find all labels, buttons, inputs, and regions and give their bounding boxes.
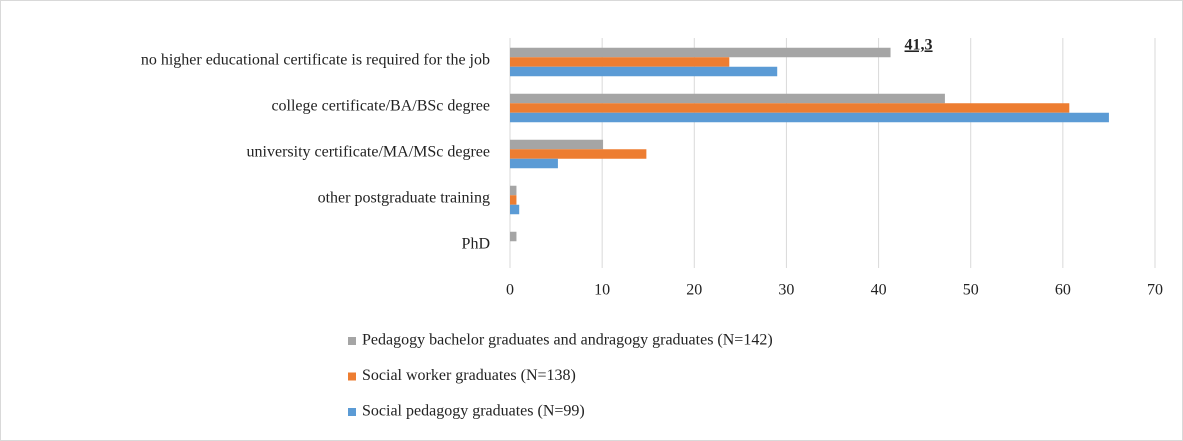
x-tick-label: 70 [1147,282,1163,299]
y-tick-label: PhD [462,236,490,253]
x-tick-label: 10 [594,282,610,299]
x-tick-label: 30 [778,282,794,299]
x-tick-label: 0 [506,282,514,299]
legend-swatch [348,408,356,416]
x-tick-label: 60 [1055,282,1071,299]
bar [510,149,647,159]
bar [510,204,520,215]
legend-label: Pedagogy bachelor graduates and andragog… [362,332,773,349]
legend-swatch [348,372,356,381]
y-tick-label: college certificate/BA/BSc degree [271,98,490,115]
y-tick-label: no higher educational certificate is req… [141,52,490,69]
legend-swatch [348,337,356,345]
bar [510,47,891,58]
legend-label: Social pedagogy graduates (N=99) [362,403,585,420]
bar [510,185,517,196]
x-tick-label: 20 [686,282,702,299]
bar [510,57,730,67]
bar [510,139,604,150]
bar [510,231,517,242]
legend-label: Social worker graduates (N=138) [362,367,576,384]
bar [510,195,517,205]
bar [510,66,778,77]
bar [510,158,558,169]
x-tick-label: 40 [871,282,887,299]
data-label: 41,3 [905,36,933,53]
x-tick-label: 50 [963,282,979,299]
y-tick-label: university certificate/MA/MSc degree [247,144,490,161]
bar [510,93,945,104]
y-tick-label: other postgraduate training [318,190,490,207]
bar [510,112,1109,123]
bar [510,103,1070,113]
